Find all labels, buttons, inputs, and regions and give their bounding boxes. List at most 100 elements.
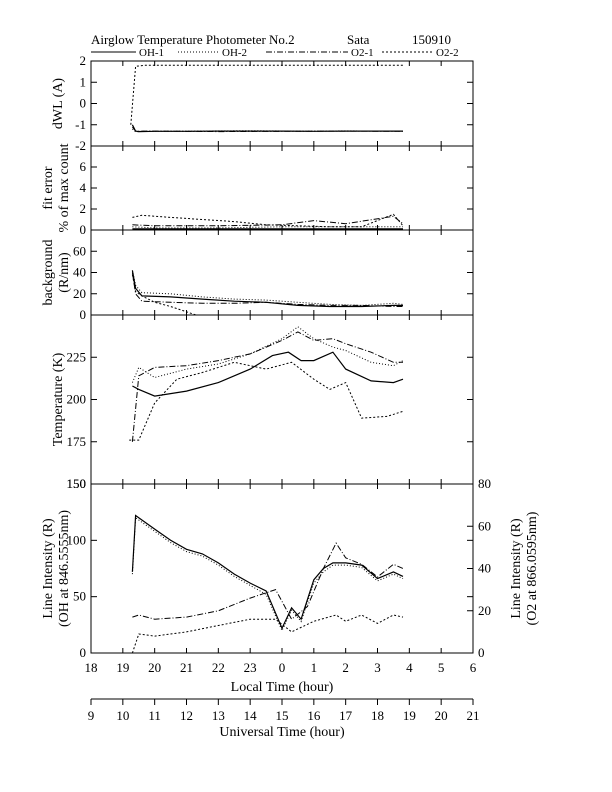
legend-label: OH-2 bbox=[222, 47, 247, 59]
universal-time-axis-title: Universal Time (hour) bbox=[219, 725, 345, 740]
local-time-tick-label: 20 bbox=[148, 660, 161, 675]
plots: -2 -1 0 1 2 dWL (A) 0 2 4 6 fit error% of max coun… bbox=[41, 53, 540, 660]
y-axis-subtitle: (R/nm) bbox=[57, 252, 72, 293]
legend: OH-1 OH-2 O2-1 O2-2 bbox=[91, 47, 459, 59]
y-axis-title: fit error bbox=[41, 166, 56, 209]
site-name: Sata bbox=[347, 32, 370, 47]
y2-axis-subtitle: (O2 at 866.0595nm) bbox=[525, 511, 540, 625]
y-axis-subtitle: (OH at 846.5555nm) bbox=[57, 510, 72, 627]
y-tick-label: 4 bbox=[80, 180, 87, 195]
y-tick-label: 2 bbox=[80, 201, 87, 216]
series-line-o2-2 bbox=[131, 274, 197, 316]
y-tick-label: 40 bbox=[73, 265, 86, 280]
panel-frame bbox=[90, 229, 474, 316]
panel-dwl: -2 -1 0 1 2 dWL (A) bbox=[51, 53, 474, 153]
local-time-tick-label: 6 bbox=[470, 660, 477, 675]
universal-time-tick-label: 12 bbox=[180, 708, 193, 723]
series-line-oh-2 bbox=[131, 326, 404, 383]
y-tick-label: -2 bbox=[75, 138, 86, 153]
y2-tick-label: 60 bbox=[478, 518, 491, 533]
series-line-o2-1 bbox=[132, 126, 404, 133]
universal-time-tick-label: 9 bbox=[88, 708, 95, 723]
series-line-o2-2 bbox=[130, 64, 403, 125]
y-tick-label: 225 bbox=[67, 349, 87, 364]
local-time-tick-label: 3 bbox=[374, 660, 381, 675]
local-time-tick-label: 1 bbox=[311, 660, 318, 675]
series-line-o2-2 bbox=[132, 213, 404, 228]
universal-time-tick-label: 17 bbox=[339, 708, 353, 723]
series-line-o2-1 bbox=[132, 215, 404, 227]
universal-time-tick-label: 15 bbox=[276, 708, 289, 723]
chart-title: Airglow Temperature Photometer No.2 bbox=[91, 32, 295, 47]
series-line-oh-2 bbox=[131, 270, 404, 306]
y-tick-label: 60 bbox=[73, 243, 86, 258]
y-tick-label: 150 bbox=[67, 476, 87, 491]
y-tick-label: 0 bbox=[80, 645, 87, 660]
y2-tick-label: 0 bbox=[478, 645, 485, 660]
y-tick-label: 0 bbox=[80, 96, 87, 111]
y-axis-title: dWL (A) bbox=[51, 78, 66, 130]
universal-time-tick-label: 13 bbox=[212, 708, 225, 723]
date-label: 150910 bbox=[412, 32, 451, 47]
series-line-o2-2 bbox=[129, 361, 404, 441]
y-axis-subtitle: % of max count bbox=[57, 143, 72, 232]
universal-time-tick-label: 11 bbox=[148, 708, 161, 723]
local-time-tick-label: 19 bbox=[116, 660, 129, 675]
legend-label: O2-2 bbox=[436, 47, 459, 59]
local-time-axis-title: Local Time (hour) bbox=[231, 680, 334, 695]
universal-time-tick-label: 19 bbox=[403, 708, 416, 723]
series-line-o2-1 bbox=[132, 542, 404, 620]
y-tick-label: 20 bbox=[73, 286, 86, 301]
y2-axis-title: Line Intensity (R) bbox=[509, 518, 524, 619]
y-tick-label: 150 bbox=[67, 476, 87, 491]
series-line-oh-1 bbox=[131, 270, 403, 308]
y2-tick-label: 20 bbox=[478, 603, 491, 618]
universal-time-tick-label: 14 bbox=[244, 708, 258, 723]
y-tick-label: 0 bbox=[80, 222, 87, 237]
y2-tick-label: 40 bbox=[478, 561, 491, 576]
y-axis-title: Line Intensity (R) bbox=[41, 518, 56, 619]
y-tick-label: 200 bbox=[67, 392, 87, 407]
y-tick-label: -1 bbox=[75, 117, 86, 132]
series-line-oh-1 bbox=[131, 514, 404, 630]
series-line-o2-1 bbox=[131, 331, 403, 442]
legend-label: O2-1 bbox=[351, 47, 374, 59]
local-time-tick-label: 0 bbox=[279, 660, 286, 675]
series-line-oh-2 bbox=[132, 226, 403, 229]
y-tick-label: 100 bbox=[67, 532, 87, 547]
y-axis-title: background bbox=[41, 239, 56, 305]
panel-frame bbox=[90, 314, 474, 485]
series-line-o2-2 bbox=[131, 614, 404, 654]
series-line-oh-2 bbox=[132, 128, 404, 133]
y-tick-label: 50 bbox=[73, 589, 86, 604]
local-time-tick-label: 5 bbox=[438, 660, 445, 675]
universal-time-tick-label: 20 bbox=[435, 708, 448, 723]
series-line-oh-2 bbox=[131, 516, 404, 632]
local-time-tick-label: 23 bbox=[244, 660, 257, 675]
y2-tick-label: 80 bbox=[478, 476, 491, 491]
panel-background: 0 20 40 60 background (R/nm) bbox=[41, 229, 474, 322]
universal-time-tick-label: 18 bbox=[371, 708, 384, 723]
local-time-tick-label: 2 bbox=[342, 660, 349, 675]
panel-frame bbox=[90, 145, 474, 231]
y-tick-label: 6 bbox=[80, 159, 87, 174]
universal-time-tick-label: 21 bbox=[467, 708, 480, 723]
y-tick-label: 0 bbox=[80, 307, 87, 322]
local-time-tick-label: 4 bbox=[406, 660, 413, 675]
panel-fit_error: 0 2 4 6 fit error% of max count bbox=[41, 143, 474, 237]
y-axis-title: Temperature (K) bbox=[51, 352, 66, 446]
universal-time-tick-label: 10 bbox=[116, 708, 129, 723]
header: Airglow Temperature Photometer No.2 Sata… bbox=[91, 32, 451, 47]
legend-label: OH-1 bbox=[139, 47, 164, 59]
y-tick-label: 1 bbox=[80, 74, 87, 89]
panel-frame bbox=[90, 60, 474, 147]
series-line-o2-1 bbox=[131, 272, 403, 307]
y-tick-label: 2 bbox=[80, 53, 87, 68]
universal-time-tick-label: 16 bbox=[307, 708, 321, 723]
local-time-tick-label: 18 bbox=[85, 660, 98, 675]
